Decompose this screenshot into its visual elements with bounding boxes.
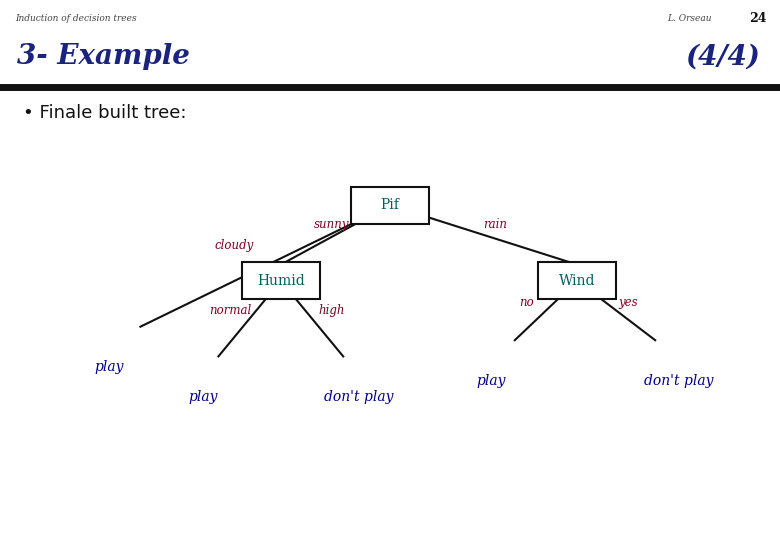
Text: Pif: Pif xyxy=(381,198,399,212)
Text: (4/4): (4/4) xyxy=(686,43,760,70)
Text: normal: normal xyxy=(209,304,251,317)
Text: Induction of decision trees: Induction of decision trees xyxy=(16,15,137,23)
Text: play: play xyxy=(188,390,218,404)
Text: high: high xyxy=(318,304,345,317)
Text: no: no xyxy=(519,296,534,309)
Text: don't play: don't play xyxy=(644,374,714,388)
Text: rain: rain xyxy=(484,218,507,231)
Text: 24: 24 xyxy=(749,12,766,25)
Text: yes: yes xyxy=(618,296,638,309)
Text: cloudy: cloudy xyxy=(215,239,254,252)
Text: sunny: sunny xyxy=(314,218,349,231)
Text: 3- Example: 3- Example xyxy=(17,43,190,70)
FancyBboxPatch shape xyxy=(242,262,320,299)
Text: Humid: Humid xyxy=(257,274,305,288)
Text: L. Orseau: L. Orseau xyxy=(667,15,711,23)
Text: play: play xyxy=(477,374,506,388)
Text: don't play: don't play xyxy=(324,390,394,404)
FancyBboxPatch shape xyxy=(538,262,616,299)
Text: Wind: Wind xyxy=(559,274,595,288)
Text: play: play xyxy=(94,360,124,374)
Text: • Finale built tree:: • Finale built tree: xyxy=(23,104,187,123)
FancyBboxPatch shape xyxy=(351,187,429,224)
